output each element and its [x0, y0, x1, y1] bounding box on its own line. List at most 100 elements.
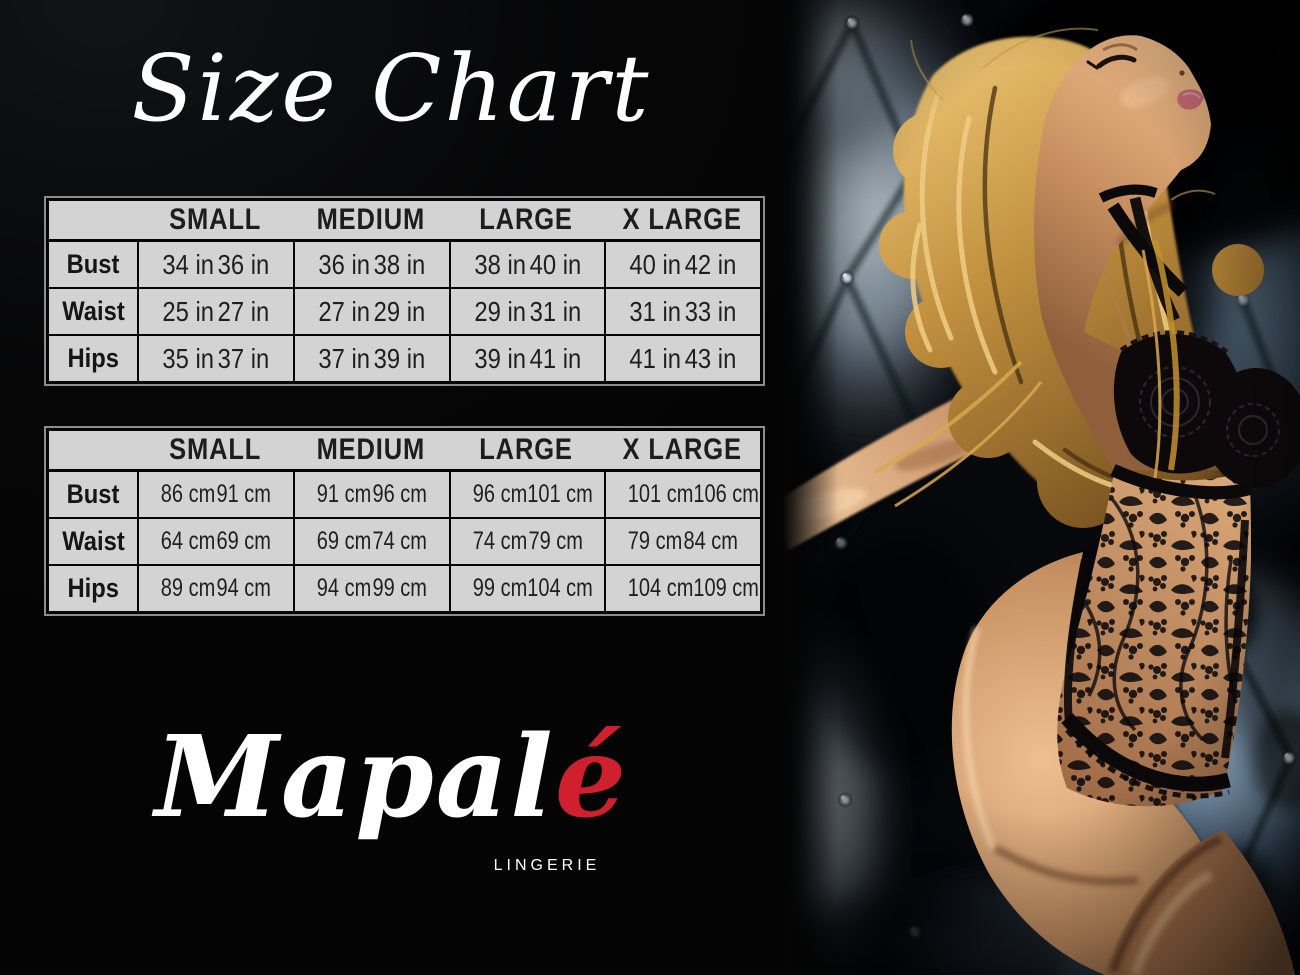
size-range-cell: 40 in 42 in — [604, 242, 760, 287]
corner-header — [49, 201, 138, 242]
size-range-pair: 34 in 36 in — [151, 242, 282, 287]
size-range-cell: 25 in 27 in — [137, 287, 293, 334]
model-photo — [783, 0, 1300, 975]
size-range-cell: 96 cm 101 cm — [448, 472, 605, 517]
size-range-cell: 69 cm 74 cm — [292, 517, 449, 564]
size-range-cell: 91 cm 96 cm — [292, 472, 449, 517]
table-row: Bust 34 in 36 in 36 in 38 in 38 in 40 in 40 in 4… — [49, 242, 760, 287]
size-range-cell: 39 in 41 in — [448, 334, 605, 381]
row-label-text: Bust — [66, 249, 120, 279]
size-value: 39 in — [473, 342, 526, 374]
row-label-waist: Waist — [49, 287, 138, 334]
size-value: 104 cm — [526, 574, 593, 602]
row-label-text: Waist — [61, 296, 125, 326]
size-value: 39 in — [373, 342, 426, 374]
size-range-cell: 86 cm 91 cm — [137, 472, 293, 517]
column-header-label: MEDIUM — [316, 433, 425, 466]
size-range-cell: 101 cm 106 cm — [604, 472, 760, 517]
size-value: 25 in — [162, 295, 215, 327]
size-value: 64 cm — [160, 527, 216, 555]
size-value: 29 in — [373, 295, 426, 327]
size-value: 91 cm — [316, 480, 372, 508]
size-range-cell: 89 cm 94 cm — [137, 564, 293, 611]
size-range-pair: 35 in 37 in — [151, 336, 282, 381]
size-range-pair: 64 cm 69 cm — [155, 519, 278, 564]
size-value: 27 in — [318, 295, 370, 327]
size-range-pair: 36 in 38 in — [306, 242, 437, 287]
row-label-text: Hips — [67, 343, 119, 373]
size-range-pair: 39 in 41 in — [462, 336, 593, 381]
column-header-small: SMALL — [137, 201, 293, 242]
size-value: 36 in — [318, 248, 370, 280]
size-range-cell: 31 in 33 in — [604, 287, 760, 334]
size-range-pair: 29 in 31 in — [462, 289, 593, 334]
table-row: Bust 86 cm 91 cm 91 cm 96 cm 96 cm 101 cm 101 c… — [49, 472, 760, 517]
size-value: 104 cm — [628, 574, 694, 602]
size-value: 74 cm — [472, 527, 527, 555]
size-range-pair: 104 cm 109 cm — [622, 566, 759, 611]
table-row: Waist 25 in 27 in 27 in 29 in 29 in 31 in 31 in… — [49, 287, 760, 334]
column-header-label: LARGE — [479, 203, 574, 236]
column-header-medium: MEDIUM — [292, 201, 449, 242]
size-range-pair: 91 cm 96 cm — [310, 472, 433, 517]
left-panel: Size Chart SMALL MEDIUM LARGE X LARGE Bust 34… — [44, 35, 765, 874]
size-value: 38 in — [373, 248, 426, 280]
size-value: 96 cm — [372, 480, 427, 508]
size-value: 84 cm — [683, 527, 739, 555]
size-range-pair: 89 cm 94 cm — [155, 566, 278, 611]
size-value: 94 cm — [316, 574, 372, 602]
size-range-pair: 79 cm 84 cm — [622, 519, 745, 564]
row-label-text: Hips — [67, 573, 119, 603]
size-value: 27 in — [217, 295, 270, 327]
column-header-label: MEDIUM — [316, 203, 425, 236]
size-table-centimeters: SMALL MEDIUM LARGE X LARGE Bust 86 cm 91 cm 91 … — [44, 426, 765, 616]
size-value: 74 cm — [372, 527, 427, 555]
brand-wordmark-accent: é — [554, 712, 629, 843]
row-label-bust: Bust — [49, 472, 138, 517]
brand-tagline: LINGERIE — [493, 857, 601, 874]
size-table-inches: SMALL MEDIUM LARGE X LARGE Bust 34 in 36 in 36 … — [44, 196, 765, 386]
row-label-bust: Bust — [49, 242, 138, 287]
column-header-label: X LARGE — [622, 433, 742, 466]
size-range-cell: 41 in 43 in — [604, 334, 760, 381]
size-range-pair: 38 in 40 in — [462, 242, 593, 287]
size-value: 69 cm — [216, 527, 272, 555]
size-value: 96 cm — [472, 480, 527, 508]
size-range-cell: 104 cm 109 cm — [604, 564, 760, 611]
size-value: 99 cm — [472, 574, 527, 602]
column-header-x-large: X LARGE — [604, 201, 760, 242]
size-value: 79 cm — [628, 527, 683, 555]
column-header-label: SMALL — [168, 433, 262, 466]
column-header-x-large: X LARGE — [604, 431, 760, 472]
corner-header — [49, 431, 138, 472]
page-title: Size Chart — [131, 35, 652, 142]
row-label-hips: Hips — [49, 564, 138, 611]
photo-vignette — [783, 0, 1300, 975]
size-range-cell: 27 in 29 in — [292, 287, 449, 334]
size-value: 29 in — [473, 295, 526, 327]
size-value: 41 in — [629, 342, 682, 374]
size-range-pair: 37 in 39 in — [306, 336, 437, 381]
size-range-pair: 69 cm 74 cm — [310, 519, 433, 564]
row-label-hips: Hips — [49, 334, 138, 381]
table-row: Hips 35 in 37 in 37 in 39 in 39 in 41 in 41 in 4… — [49, 334, 760, 381]
size-range-pair: 40 in 42 in — [618, 242, 749, 287]
size-range-cell: 64 cm 69 cm — [137, 517, 293, 564]
size-table-inches-grid: SMALL MEDIUM LARGE X LARGE Bust 34 in 36 in 36 … — [49, 201, 760, 381]
size-value: 91 cm — [216, 480, 272, 508]
size-range-pair: 27 in 29 in — [306, 289, 437, 334]
size-value: 36 in — [217, 248, 270, 280]
size-value: 33 in — [684, 295, 737, 327]
size-range-pair: 94 cm 99 cm — [310, 566, 433, 611]
size-value: 42 in — [684, 248, 737, 280]
size-range-cell: 38 in 40 in — [448, 242, 605, 287]
size-range-pair: 25 in 27 in — [151, 289, 282, 334]
size-value: 101 cm — [628, 480, 694, 508]
size-range-pair: 31 in 33 in — [618, 289, 749, 334]
size-value: 35 in — [162, 342, 215, 374]
size-value: 40 in — [629, 248, 682, 280]
size-range-pair: 99 cm 104 cm — [466, 566, 592, 611]
column-header-small: SMALL — [137, 431, 293, 472]
size-value: 40 in — [529, 248, 581, 280]
size-value: 89 cm — [160, 574, 216, 602]
